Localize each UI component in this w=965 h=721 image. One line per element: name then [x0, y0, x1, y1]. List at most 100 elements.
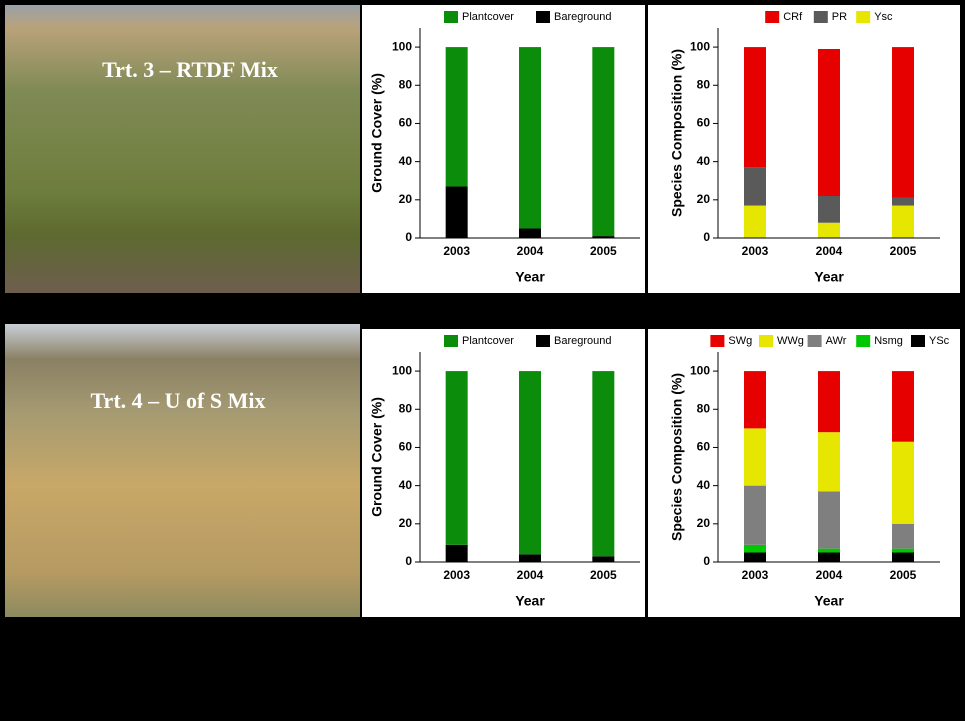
legend-label: PR: [832, 11, 847, 23]
bar-segment: [592, 556, 614, 562]
bar-segment: [818, 49, 840, 196]
x-tick-label: 2004: [816, 568, 843, 582]
x-tick-label: 2003: [443, 568, 470, 582]
y-tick-label: 0: [405, 230, 412, 244]
bar-segment: [519, 47, 541, 228]
y-tick-label: 80: [399, 77, 413, 91]
y-axis-title: Ground Cover (%): [369, 73, 385, 193]
y-tick-label: 0: [703, 230, 710, 244]
bar-segment: [744, 428, 766, 485]
legend-label: Plantcover: [462, 335, 514, 347]
y-tick-label: 100: [392, 363, 412, 377]
legend-swatch: [808, 335, 822, 347]
bar-segment: [744, 552, 766, 562]
legend-swatch: [536, 335, 550, 347]
y-axis-title: Species Composition (%): [669, 373, 685, 541]
bar-segment: [592, 47, 614, 236]
x-tick-label: 2004: [816, 244, 843, 258]
bar-segment: [892, 442, 914, 524]
y-tick-label: 100: [690, 363, 710, 377]
legend-swatch: [710, 335, 724, 347]
bar-segment: [892, 524, 914, 549]
bar-segment: [592, 371, 614, 556]
y-tick-label: 40: [697, 478, 711, 492]
y-axis-title: Species Composition (%): [669, 49, 685, 217]
legend-swatch: [536, 11, 550, 23]
x-axis-title: Year: [814, 269, 844, 285]
y-tick-label: 20: [697, 516, 711, 530]
legend-label: WWg: [777, 335, 804, 347]
legend-swatch: [765, 11, 779, 23]
y-tick-label: 60: [697, 440, 711, 454]
bar-segment: [744, 545, 766, 553]
y-tick-label: 20: [399, 516, 413, 530]
bar-segment: [446, 371, 468, 545]
bar-segment: [892, 552, 914, 562]
legend-label: Ysc: [874, 11, 893, 23]
legend-label: CRf: [783, 11, 803, 23]
y-tick-label: 0: [405, 554, 412, 568]
x-axis-title: Year: [515, 593, 545, 609]
legend-label: Bareground: [554, 335, 612, 347]
bar-segment: [446, 545, 468, 562]
bar-segment: [892, 206, 914, 238]
legend-label: AWr: [826, 335, 847, 347]
photo: [5, 5, 360, 293]
legend-label: Nsmg: [874, 335, 903, 347]
x-axis-title: Year: [814, 593, 844, 609]
x-tick-label: 2003: [742, 244, 769, 258]
legend-swatch: [856, 11, 870, 23]
legend-swatch: [856, 335, 870, 347]
x-tick-label: 2005: [590, 568, 617, 582]
x-tick-label: 2004: [517, 244, 544, 258]
x-tick-label: 2005: [890, 244, 917, 258]
bar-segment: [818, 223, 840, 238]
y-tick-label: 60: [697, 116, 711, 130]
y-tick-label: 80: [697, 401, 711, 415]
bar-segment: [818, 371, 840, 432]
y-tick-label: 0: [703, 554, 710, 568]
bar-segment: [446, 186, 468, 238]
y-axis-title: Ground Cover (%): [369, 397, 385, 517]
y-tick-label: 40: [697, 154, 711, 168]
bar-segment: [818, 432, 840, 491]
photo-label: Trt. 3 – RTDF Mix: [102, 57, 278, 82]
y-tick-label: 100: [392, 39, 412, 53]
bar-segment: [744, 47, 766, 167]
x-tick-label: 2005: [590, 244, 617, 258]
legend-swatch: [911, 335, 925, 347]
y-tick-label: 60: [399, 440, 413, 454]
legend-swatch: [444, 11, 458, 23]
legend-label: SWg: [728, 335, 752, 347]
bar-segment: [744, 167, 766, 205]
bar-segment: [744, 486, 766, 545]
x-tick-label: 2004: [517, 568, 544, 582]
bar-segment: [818, 196, 840, 223]
y-tick-label: 80: [399, 401, 413, 415]
x-tick-label: 2005: [890, 568, 917, 582]
y-tick-label: 20: [697, 192, 711, 206]
y-tick-label: 20: [399, 192, 413, 206]
slide: Trt. 3 – RTDF Mix Trt. 4 – U of S Mix 20…: [0, 0, 965, 721]
bar-segment: [519, 554, 541, 562]
bar-segment: [519, 371, 541, 554]
legend-swatch: [759, 335, 773, 347]
bar-segment: [892, 371, 914, 442]
y-tick-label: 60: [399, 116, 413, 130]
bar-segment: [818, 549, 840, 553]
legend-swatch: [814, 11, 828, 23]
bar-segment: [744, 206, 766, 238]
bar-segment: [519, 228, 541, 238]
bar-segment: [892, 198, 914, 206]
legend-label: YSc: [929, 335, 950, 347]
bar-segment: [892, 47, 914, 198]
y-tick-label: 100: [690, 39, 710, 53]
y-tick-label: 40: [399, 154, 413, 168]
legend-swatch: [444, 335, 458, 347]
bar-segment: [892, 549, 914, 553]
photo: [5, 324, 360, 617]
legend-label: Plantcover: [462, 11, 514, 23]
x-axis-title: Year: [515, 269, 545, 285]
legend-label: Bareground: [554, 11, 612, 23]
x-tick-label: 2003: [443, 244, 470, 258]
